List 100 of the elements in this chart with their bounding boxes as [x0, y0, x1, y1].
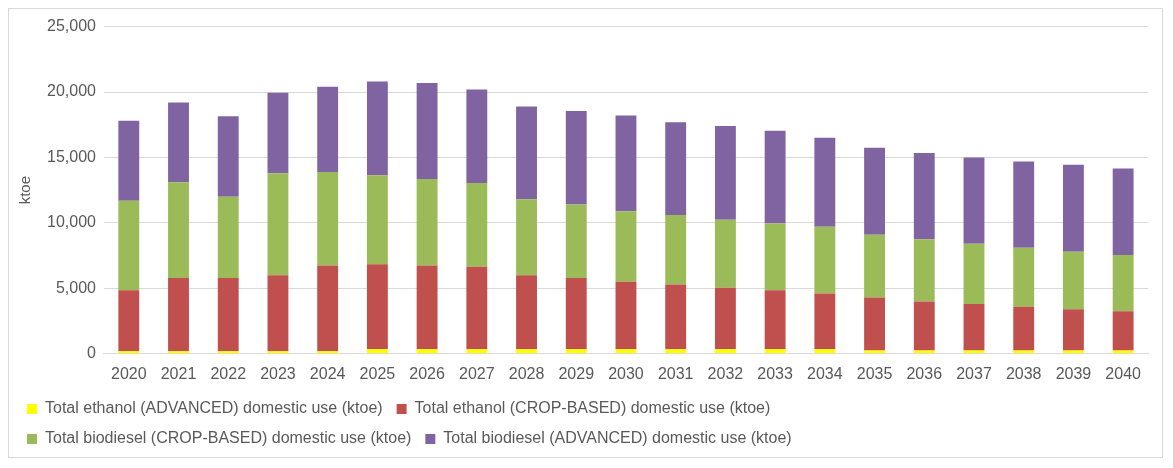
legend-label: Total ethanol (CROP-BASED) domestic use (ktoe)	[414, 399, 771, 417]
bar	[615, 211, 637, 282]
bar	[466, 266, 488, 350]
bar	[665, 215, 687, 285]
bar	[565, 204, 587, 278]
y-tick-label: 10,000	[47, 213, 97, 231]
x-tick-label: 2022	[210, 364, 247, 382]
bar	[615, 281, 637, 350]
bar	[516, 349, 537, 354]
bar	[615, 115, 637, 212]
bar	[714, 349, 736, 354]
bar	[714, 126, 736, 220]
x-tick-label: 2025	[359, 364, 396, 382]
bar	[963, 243, 985, 305]
bar	[565, 349, 587, 354]
bar	[864, 147, 885, 235]
bar	[217, 351, 239, 354]
bar	[714, 287, 736, 350]
bar	[366, 349, 388, 354]
legend-label: Total biodiesel (ADVANCED) domestic use (ktoe)	[443, 429, 792, 447]
bar	[1013, 161, 1035, 248]
y-tick-label: 20,000	[47, 82, 97, 100]
y-tick-label: 25,000	[47, 17, 97, 35]
x-tick-label: 2031	[657, 364, 694, 382]
bar	[416, 265, 438, 350]
x-tick-label: 2034	[807, 364, 843, 382]
bar	[1062, 164, 1084, 252]
bar	[267, 351, 289, 354]
bar	[913, 301, 935, 351]
bar	[267, 275, 289, 352]
bar	[963, 304, 985, 351]
bar	[217, 196, 239, 278]
bar	[814, 293, 836, 350]
bar	[615, 349, 637, 354]
bar	[814, 137, 836, 227]
x-tick-label: 2026	[409, 364, 445, 382]
bar	[168, 351, 189, 354]
bar	[416, 82, 438, 180]
bar	[764, 349, 786, 354]
x-tick-label: 2037	[956, 364, 992, 382]
y-tick-label: 5,000	[55, 278, 97, 296]
bar	[466, 183, 488, 267]
x-tick-label: 2038	[1005, 364, 1042, 382]
x-tick-label: 2020	[111, 364, 147, 382]
bar	[217, 277, 239, 352]
bar	[565, 277, 587, 350]
x-tick-label: 2039	[1055, 364, 1092, 382]
bar	[665, 284, 687, 350]
bar	[516, 106, 537, 200]
bar	[168, 182, 189, 278]
bar	[714, 219, 736, 288]
x-tick-label: 2028	[508, 364, 545, 382]
bar	[1062, 309, 1084, 351]
x-tick-label: 2023	[260, 364, 296, 382]
bar	[1013, 247, 1035, 307]
x-tick-label: 2032	[707, 364, 744, 382]
bar	[416, 349, 438, 354]
x-tick-label: 2033	[757, 364, 794, 382]
bar	[168, 102, 189, 183]
bar	[217, 116, 239, 197]
bar	[516, 199, 537, 276]
y-tick-label: 15,000	[47, 147, 97, 165]
bar	[466, 349, 488, 354]
bar	[366, 175, 388, 265]
bar	[1112, 168, 1134, 255]
x-tick-label: 2021	[160, 364, 197, 382]
x-tick-label: 2027	[459, 364, 495, 382]
bar	[118, 351, 140, 354]
bar	[814, 349, 836, 354]
y-axis-title: ktoe	[16, 176, 34, 205]
bar	[516, 275, 537, 350]
bar	[764, 130, 786, 224]
x-tick-label: 2035	[856, 364, 893, 382]
bar	[366, 81, 388, 176]
bar	[317, 351, 339, 354]
bar	[168, 277, 189, 352]
bar	[267, 173, 289, 276]
x-tick-label: 2029	[558, 364, 595, 382]
bar	[466, 89, 488, 183]
bar	[764, 290, 786, 350]
legend-label: Total ethanol (ADVANCED) domestic use (ktoe)	[45, 399, 383, 417]
bar	[864, 234, 885, 298]
x-tick-label: 2036	[906, 364, 943, 382]
bar	[665, 349, 687, 354]
bar	[565, 111, 587, 205]
x-tick-label: 2024	[309, 364, 346, 382]
bar	[317, 171, 339, 266]
bar	[1112, 311, 1134, 351]
bar	[118, 290, 140, 352]
bar	[864, 297, 885, 351]
y-tick-label: 0	[87, 344, 97, 362]
bar	[118, 120, 140, 201]
legend-label: Total biodiesel (CROP-BASED) domestic use (ktoe)	[45, 429, 412, 447]
bar	[764, 223, 786, 291]
bar	[118, 200, 140, 291]
bar	[317, 86, 339, 172]
x-tick-label: 2040	[1105, 364, 1142, 382]
bar	[416, 179, 438, 266]
bar	[1013, 306, 1035, 351]
bar	[1112, 254, 1134, 312]
